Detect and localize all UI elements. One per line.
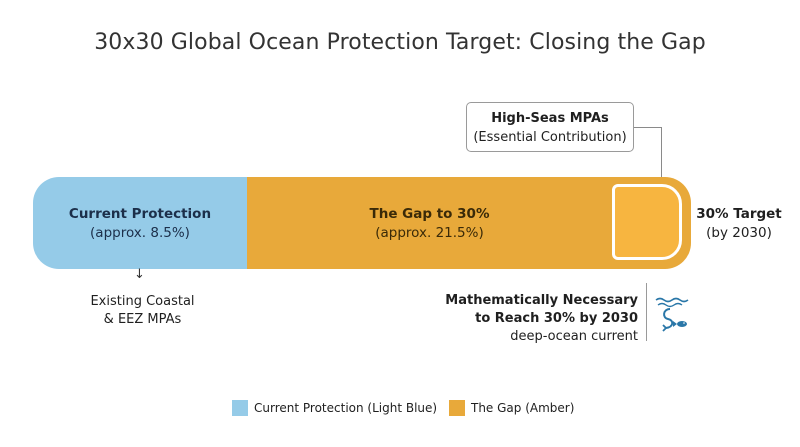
deep-ocean-current-icon — [655, 297, 689, 332]
gap-text: The Gap to 30% (approx. 21.5%) — [247, 205, 612, 243]
high-seas-subtitle: (Essential Contribution) — [473, 130, 627, 145]
legend-swatch-gap — [449, 400, 465, 416]
high-seas-target-segment — [612, 184, 682, 260]
necessary-line-3: deep-ocean current — [510, 329, 638, 344]
current-protection-text: Current Protection (approx. 8.5%) — [33, 205, 247, 243]
existing-line-2: & EEZ MPAs — [103, 312, 182, 327]
necessary-note: Mathematically Necessary to Reach 30% by… — [430, 292, 638, 346]
arrow-down-icon: ↓ — [134, 267, 145, 282]
diagram-title: 30x30 Global Ocean Protection Target: Cl… — [94, 30, 706, 55]
existing-line-1: Existing Coastal — [90, 294, 195, 309]
high-seas-title: High-Seas MPAs — [491, 111, 609, 126]
current-protection-segment — [33, 177, 247, 269]
necessary-connector — [646, 283, 647, 341]
high-seas-connector-vertical — [661, 127, 662, 182]
legend-swatch-current — [232, 400, 248, 416]
target-label: 30% Target — [696, 206, 782, 222]
necessary-line-1: Mathematically Necessary — [445, 293, 638, 308]
high-seas-callout: High-Seas MPAs (Essential Contribution) — [466, 102, 634, 152]
high-seas-connector-horizontal — [634, 127, 662, 128]
legend-label-current: Current Protection (Light Blue) — [254, 401, 438, 415]
current-protection-value: (approx. 8.5%) — [90, 225, 190, 241]
current-protection-label: Current Protection — [68, 206, 212, 222]
gap-label: The Gap to 30% — [369, 206, 490, 222]
target-subtitle: (by 2030) — [706, 225, 772, 241]
gap-value: (approx. 21.5%) — [375, 225, 484, 241]
legend-label-gap: The Gap (Amber) — [471, 401, 575, 415]
target-text: 30% Target (by 2030) — [694, 205, 784, 243]
necessary-line-2: to Reach 30% by 2030 — [475, 311, 638, 326]
existing-mpas-note: Existing Coastal & EEZ MPAs — [60, 293, 225, 329]
